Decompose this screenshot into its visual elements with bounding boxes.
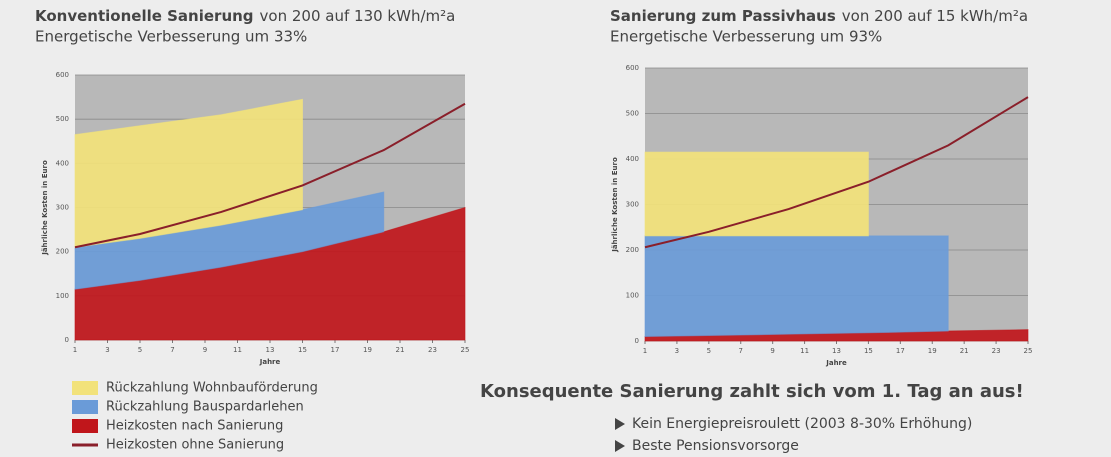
y-tick-label: 600 (626, 64, 639, 72)
title-strong: Konventionelle Sanierung (35, 7, 254, 25)
bullet: Kein Energiepreisroulett (2003 8-30% Erh… (632, 416, 972, 432)
x-tick-label: 1 (643, 347, 647, 355)
legend-swatch (72, 400, 98, 414)
chart-title: Konventionelle Sanierung von 200 auf 130 … (35, 7, 455, 25)
y-tick-label: 0 (65, 336, 69, 344)
chart-subtitle: Energetische Verbesserung um 33% (35, 28, 307, 46)
x-tick-label: 17 (331, 346, 340, 354)
x-tick-label: 13 (266, 346, 275, 354)
legend-swatch (72, 419, 98, 433)
chart-subtitle: Energetische Verbesserung um 93% (610, 28, 882, 46)
x-tick-label: 11 (800, 347, 809, 355)
legend-label: Rückzahlung Wohnbauförderung (106, 381, 318, 396)
title-strong: Sanierung zum Passivhaus (610, 7, 836, 25)
bullet-icon (615, 440, 625, 452)
y-tick-label: 200 (56, 248, 69, 256)
y-tick-label: 500 (626, 110, 639, 118)
x-tick-label: 3 (675, 347, 679, 355)
x-tick-label: 21 (396, 346, 405, 354)
line (74, 102, 466, 249)
y-tick-label: 500 (56, 115, 69, 123)
y-tick-label: 400 (56, 159, 69, 167)
y-tick-label: 200 (626, 246, 639, 254)
headline: Konsequente Sanierung zahlt sich vom 1. … (480, 381, 1024, 402)
x-tick-label: 15 (298, 346, 307, 354)
x-tick-label: 19 (928, 347, 937, 355)
x-tick-label: 19 (363, 346, 372, 354)
legend-label: Rückzahlung Bauspardarlehen (106, 400, 304, 415)
x-tick-label: 21 (960, 347, 969, 355)
x-tick-label: 7 (739, 347, 743, 355)
x-tick-label: 13 (832, 347, 841, 355)
title-rest: von 200 auf 15 kWh/m²a (842, 7, 1028, 25)
x-axis-label: Jahre (259, 358, 281, 366)
legend-swatch (72, 381, 98, 395)
bullet: Beste Pensionsvorsorge (632, 438, 799, 454)
y-tick-label: 300 (56, 204, 69, 212)
y-tick-label: 100 (56, 292, 69, 300)
x-tick-label: 25 (461, 346, 470, 354)
x-tick-label: 23 (428, 346, 437, 354)
chart-title: Sanierung zum Passivhaus von 200 auf 15 k… (610, 7, 1028, 25)
y-tick-label: 300 (626, 201, 639, 209)
x-tick-label: 25 (1024, 347, 1033, 355)
x-tick-label: 15 (864, 347, 873, 355)
x-tick-label: 9 (203, 346, 207, 354)
x-tick-label: 11 (233, 346, 242, 354)
y-tick-label: 600 (56, 71, 69, 79)
area (74, 98, 303, 248)
area (644, 235, 949, 337)
y-axis-label: Jährliche Kosten in Euro (41, 160, 49, 256)
area (644, 151, 869, 237)
x-tick-label: 17 (896, 347, 905, 355)
legend-label: Heizkosten ohne Sanierung (106, 438, 284, 453)
legend-label: Heizkosten nach Sanierung (106, 419, 283, 434)
bullet-icon (615, 418, 625, 430)
line (644, 96, 1029, 249)
y-tick-label: 400 (626, 155, 639, 163)
x-tick-label: 23 (992, 347, 1001, 355)
x-tick-label: 5 (707, 347, 711, 355)
x-tick-label: 5 (138, 346, 142, 354)
x-tick-label: 9 (770, 347, 774, 355)
x-axis-label: Jahre (825, 359, 847, 367)
x-tick-label: 1 (73, 346, 77, 354)
x-tick-label: 3 (105, 346, 109, 354)
x-tick-label: 7 (170, 346, 174, 354)
y-tick-label: 100 (626, 292, 639, 300)
y-axis-label: Jährliche Kosten in Euro (611, 157, 619, 253)
title-rest: von 200 auf 130 kWh/m²a (260, 7, 456, 25)
y-tick-label: 0 (635, 337, 639, 345)
